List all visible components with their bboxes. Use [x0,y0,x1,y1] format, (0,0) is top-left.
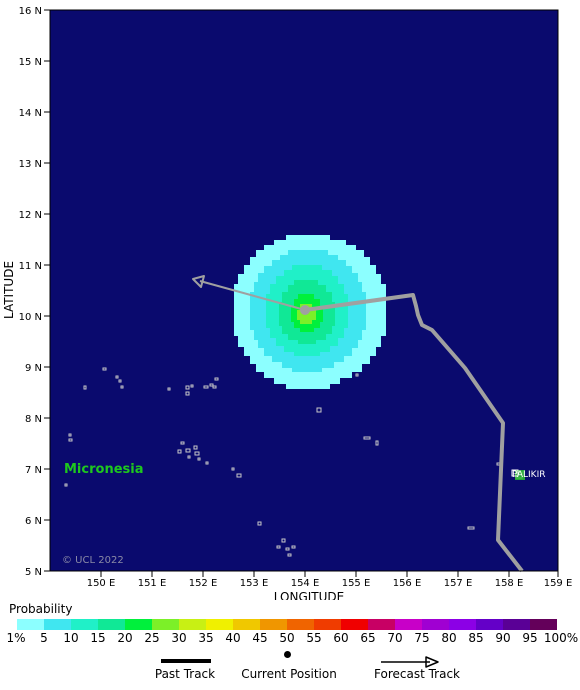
scale-swatch [179,619,206,630]
past-track [304,293,524,573]
scale-swatch [233,619,260,630]
y-axis-title: LATITUDE [2,261,16,319]
scale-label: 5 [40,631,48,645]
longitude-axis: 150 E 151 E 152 E 153 E 154 E 155 E 156 … [87,571,573,589]
scale-label: 30 [171,631,187,645]
scale-swatch [206,619,233,630]
scale-swatch [152,619,179,630]
lon-tick-label: 156 E [393,578,422,589]
lat-tick-label: 13 N [19,159,42,170]
lon-tick-label: 157 E [444,578,473,589]
map-figure: 16 N 15 N 14 N 13 N 12 N 11 N 10 N 9 N 8… [2,6,573,600]
forecast-arrowhead [192,275,205,288]
scale-swatch [44,619,71,630]
scale-swatch [125,619,152,630]
palikir-label: PALIKIR [512,470,546,480]
lat-tick-label: 10 N [19,312,42,323]
probability-title: Probability [9,602,73,616]
pohnpei-land [515,470,525,480]
scale-label: 100% [543,631,579,645]
scale-swatch [260,619,287,630]
lon-tick-label: 152 E [189,578,218,589]
past-track-legend-line [161,659,211,663]
scale-label: 50 [279,631,295,645]
scale-swatch [422,619,449,630]
palikir-marker [511,469,519,477]
current-position-label: Current Position [241,667,337,681]
lat-tick-label: 9 N [25,363,42,374]
scale-swatch [314,619,341,630]
scale-label: 45 [252,631,268,645]
lat-tick-label: 14 N [19,108,42,119]
scale-swatch [449,619,476,630]
lon-tick-label: 158 E [495,578,524,589]
lon-tick-label: 155 E [342,578,371,589]
copyright-label: © UCL 2022 [62,555,124,566]
scale-label: 70 [387,631,403,645]
lon-tick-label: 153 E [240,578,269,589]
scale-swatch [341,619,368,630]
lon-tick-label: 150 E [87,578,116,589]
scale-swatch [287,619,314,630]
scale-label: 95 [522,631,538,645]
lat-tick-label: 5 N [25,567,42,578]
lon-tick-label: 151 E [138,578,167,589]
scale-label: 90 [495,631,511,645]
lon-tick-label: 154 E [291,578,320,589]
islands [64,367,523,557]
scale-swatch [530,619,557,630]
scale-swatch [98,619,125,630]
lat-tick-label: 6 N [25,516,42,527]
probability-scale-labels: 1% 5 10 15 20 25 30 35 40 45 50 55 60 65 70 75 80 85 90 95 1… [0,631,580,645]
forecast-track-legend-arrow [381,656,439,668]
lat-tick-label: 7 N [25,465,42,476]
scale-label: 15 [90,631,106,645]
forecast-track-line [199,280,306,311]
micronesia-label: Micronesia [64,462,143,477]
lat-tick-label: 8 N [25,414,42,425]
lon-tick-label: 159 E [544,578,573,589]
scale-label: 35 [198,631,214,645]
scale-label: 10 [63,631,79,645]
scale-swatch [368,619,395,630]
past-track-label: Past Track [154,667,216,681]
x-axis-title: LONGITUDE [274,590,344,600]
scale-swatch [17,619,44,630]
lat-tick-label: 12 N [19,210,42,221]
lat-tick-label: 16 N [19,6,42,17]
scale-label: 55 [306,631,322,645]
lat-tick-label: 15 N [19,57,42,68]
scale-label: 65 [360,631,376,645]
scale-label: 25 [144,631,160,645]
current-position-marker [300,305,310,315]
scale-label: 80 [441,631,457,645]
scale-label: 1% [6,631,26,645]
scale-label: 20 [117,631,133,645]
map-frame [49,9,559,572]
latitude-axis: 16 N 15 N 14 N 13 N 12 N 11 N 10 N 9 N 8… [19,6,50,578]
scale-swatch [503,619,530,630]
probability-swath [234,235,386,389]
probability-color-scale [17,619,557,630]
scale-swatch [395,619,422,630]
scale-label: 85 [468,631,484,645]
lat-tick-label: 11 N [19,261,42,272]
scale-swatch [476,619,503,630]
scale-label: 75 [414,631,430,645]
forecast-track-label: Forecast Track [374,667,460,681]
current-position-legend-dot [284,651,291,658]
scale-label: 60 [333,631,349,645]
scale-label: 40 [225,631,241,645]
scale-swatch [71,619,98,630]
